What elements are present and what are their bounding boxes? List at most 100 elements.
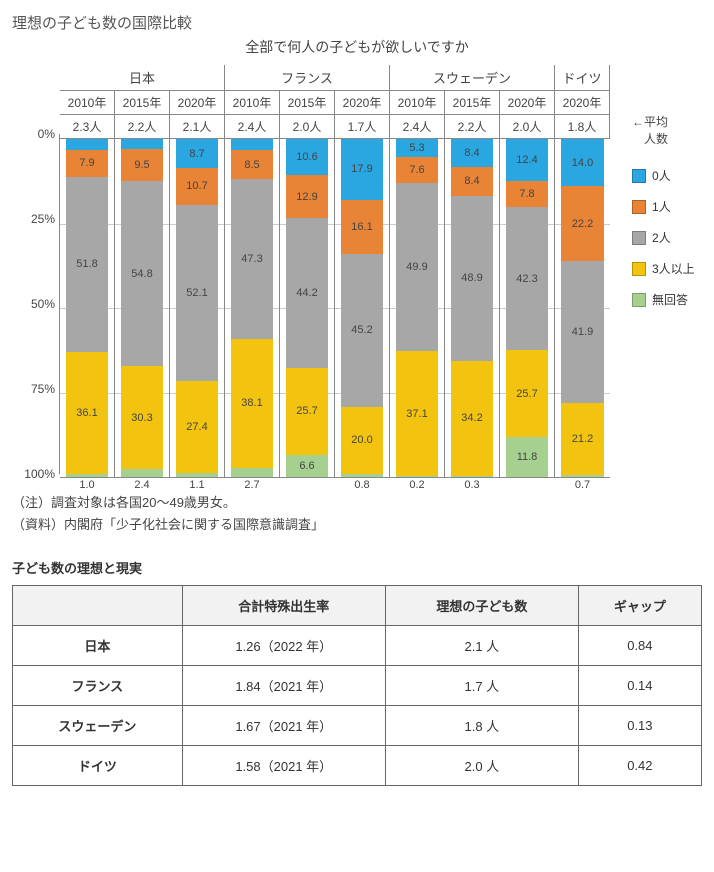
note-line: （注）調査対象は各国20～49歳男女。 — [12, 492, 702, 514]
legend-swatch — [632, 169, 646, 183]
table-cell: 0.14 — [578, 666, 701, 706]
avg-header: 2.4人 — [225, 114, 280, 138]
table-row: スウェーデン1.67（2021 年）1.8 人0.13 — [13, 706, 702, 746]
bar-segment-two: 51.8 — [66, 177, 108, 352]
stacked-bar: 14.022.241.921.20.7 — [561, 139, 604, 477]
bar-segment-label: 0.7 — [575, 479, 590, 491]
stacked-bar: 17.916.145.220.00.8 — [341, 139, 383, 477]
plot-area: 日本フランススウェーデンドイツ 2010年2015年2020年2010年2015… — [60, 65, 624, 478]
country-header: フランス — [225, 65, 390, 90]
table-cell: 1.8 人 — [385, 706, 578, 746]
legend-swatch — [632, 262, 646, 276]
legend-swatch — [632, 293, 646, 307]
bar-segment-two: 52.1 — [176, 205, 218, 381]
bar-column: 3.27.951.836.11.0 — [60, 139, 115, 477]
year-header: 2015年 — [280, 90, 335, 114]
bar-segment-three: 37.1 — [396, 351, 438, 476]
bar-segment-one: 8.5 — [231, 150, 273, 179]
table-header: 合計特殊出生率 — [182, 586, 385, 626]
bar-segment-na: 0.7 — [561, 475, 604, 477]
year-header: 2010年 — [390, 90, 445, 114]
year-header: 2020年 — [555, 90, 610, 114]
bar-segment-two: 45.2 — [341, 254, 383, 407]
bar-segment-one: 9.5 — [121, 149, 163, 181]
legend-item-three: 3人以上 — [632, 260, 702, 277]
bar-segment-zero: 8.4 — [451, 139, 493, 167]
country-header: 日本 — [60, 65, 225, 90]
bar-segment-two: 44.2 — [286, 218, 328, 367]
table-cell: 1.67（2021 年） — [182, 706, 385, 746]
y-tick: 0% — [38, 127, 55, 141]
table-cell: 1.84（2021 年） — [182, 666, 385, 706]
year-header: 2020年 — [170, 90, 225, 114]
legend: ←平均 人数 0人1人2人3人以上無回答 — [624, 65, 702, 478]
bar-segment-na: 6.6 — [286, 455, 328, 477]
bar-segment-label: 2.4 — [134, 479, 149, 491]
table-cell: 0.84 — [578, 626, 701, 666]
bar-segment-na: 1.0 — [66, 474, 108, 477]
y-tick: 100% — [24, 467, 55, 481]
bar-segment-two: 48.9 — [451, 196, 493, 361]
avg-header: 1.8人 — [555, 114, 610, 138]
bar-segment-zero: 3.4 — [231, 139, 273, 150]
avg-header: 2.2人 — [445, 114, 500, 138]
table-row: フランス1.84（2021 年）1.7 人0.14 — [13, 666, 702, 706]
table-cell: 1.7 人 — [385, 666, 578, 706]
bar-segment-zero: 12.4 — [506, 139, 548, 181]
y-axis: 0%25%50%75%100% — [12, 65, 60, 478]
bar-segment-label: 1.1 — [189, 479, 204, 491]
avg-header: 2.1人 — [170, 114, 225, 138]
bar-segment-three: 21.2 — [561, 403, 604, 475]
stacked-bar: 12.47.842.325.711.8 — [506, 139, 548, 477]
table-header: 理想の子ども数 — [385, 586, 578, 626]
bar-segment-zero: 5.3 — [396, 139, 438, 157]
table-cell: 0.13 — [578, 706, 701, 746]
year-header-row: 2010年2015年2020年2010年2015年2020年2010年2015年… — [60, 90, 624, 114]
legend-item-two: 2人 — [632, 229, 702, 246]
bar-column: 5.37.649.937.10.2 — [390, 139, 445, 477]
legend-label: 無回答 — [652, 291, 688, 308]
legend-label: 2人 — [652, 229, 671, 246]
year-header: 2010年 — [60, 90, 115, 114]
table-row-header: ドイツ — [13, 746, 183, 786]
bar-segment-zero: 10.6 — [286, 139, 328, 175]
stacked-bar: 2.99.554.830.32.4 — [121, 139, 163, 477]
bar-segment-two: 47.3 — [231, 179, 273, 339]
bar-segment-three: 30.3 — [121, 366, 163, 469]
table-row-header: フランス — [13, 666, 183, 706]
table-row-header: スウェーデン — [13, 706, 183, 746]
chart-title: 理想の子ども数の国際比較 — [12, 12, 702, 33]
stacked-bar: 3.48.547.338.12.7 — [231, 139, 273, 477]
legend-item-na: 無回答 — [632, 291, 702, 308]
bar-segment-three: 34.2 — [451, 361, 493, 476]
stacked-bar: 5.37.649.937.10.2 — [396, 139, 438, 477]
table-cell: 0.42 — [578, 746, 701, 786]
year-header: 2020年 — [335, 90, 390, 114]
country-header: スウェーデン — [390, 65, 555, 90]
stacked-bar: 8.710.752.127.41.1 — [176, 139, 218, 477]
bar-segment-zero: 2.9 — [121, 139, 163, 149]
table-row: ドイツ1.58（2021 年）2.0 人0.42 — [13, 746, 702, 786]
avg-header: 2.0人 — [500, 114, 555, 138]
table-row-header: 日本 — [13, 626, 183, 666]
bar-segment-na: 1.1 — [176, 473, 218, 477]
legend-swatch — [632, 231, 646, 245]
year-header: 2010年 — [225, 90, 280, 114]
table-title: 子ども数の理想と現実 — [12, 558, 702, 577]
legend-item-zero: 0人 — [632, 167, 702, 184]
bar-column: 10.612.944.225.76.6 — [280, 139, 335, 477]
bar-segment-three: 36.1 — [66, 352, 108, 474]
y-tick: 25% — [31, 212, 55, 226]
bar-segment-two: 49.9 — [396, 183, 438, 351]
bar-segment-label: 2.7 — [244, 479, 259, 491]
note-line: （資料）内閣府「少子化社会に関する国際意識調査」 — [12, 514, 702, 536]
bar-segment-one: 10.7 — [176, 168, 218, 204]
bar-column: 8.710.752.127.41.1 — [170, 139, 225, 477]
stacked-bar: 3.27.951.836.11.0 — [66, 139, 108, 477]
country-header-row: 日本フランススウェーデンドイツ — [60, 65, 624, 90]
bar-column: 14.022.241.921.20.7 — [555, 139, 610, 477]
legend-label: 1人 — [652, 198, 671, 215]
avg-header: 2.0人 — [280, 114, 335, 138]
avg-header: 2.4人 — [390, 114, 445, 138]
bar-column: 12.47.842.325.711.8 — [500, 139, 555, 477]
